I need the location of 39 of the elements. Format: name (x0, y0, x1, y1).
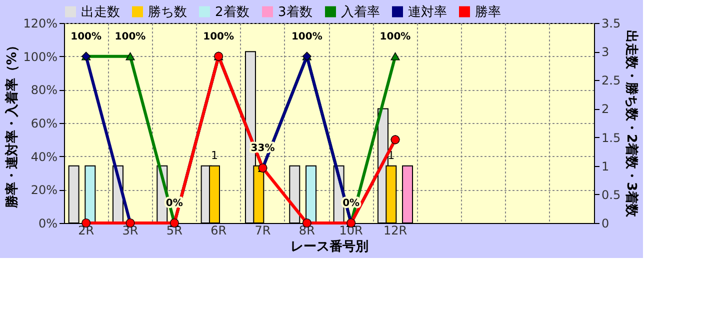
x-tick-label: 8R (298, 224, 315, 238)
x-tick-label: 2R (78, 224, 94, 238)
y-tick-label: 0% (38, 216, 58, 230)
data-label: 1 (210, 148, 218, 162)
y2-tick-label: 2 (602, 102, 610, 116)
y2-tick-label: 0.5 (602, 188, 621, 202)
y2-tick-label: 0 (602, 216, 610, 230)
x-axis-title: レース番号別 (290, 238, 368, 254)
x-tick-label: 7R (254, 224, 271, 238)
data-label: 100% (114, 31, 146, 42)
y2-tick-label: 2.5 (602, 74, 621, 88)
legend-label: 3着数 (278, 4, 312, 20)
data-label: 100% (380, 31, 411, 42)
y-tick-label: 60% (30, 116, 58, 130)
legend-label: 2着数 (215, 4, 250, 20)
y-tick-label: 100% (23, 50, 58, 64)
y2-tick-label: 3 (602, 45, 610, 60)
legend-label: 勝ち数 (148, 4, 187, 20)
point (390, 52, 400, 60)
y2-tick-label: 3.5 (602, 16, 621, 30)
legend-label: 入着率 (341, 4, 380, 20)
y-tick-label: 20% (30, 183, 58, 198)
y-tick-label: 40% (30, 150, 58, 164)
data-label: 100% (203, 31, 234, 42)
x-tick-label: 12R (383, 224, 408, 238)
data-label: 100% (70, 31, 102, 42)
y2-tick-label: 1 (602, 159, 610, 174)
y-tick-label: 120% (23, 16, 58, 30)
y2-axis-title: 出走数・勝ち数・2着数・3着数 (624, 30, 640, 218)
legend-label: 勝率 (475, 4, 501, 20)
y2-tick-label: 1.5 (602, 130, 621, 145)
y-axis-title: 勝率・連対率・入着率（%） (4, 38, 20, 210)
point (126, 52, 135, 60)
legend-label: 出走数 (81, 4, 120, 20)
x-tick-label: 6R (210, 224, 227, 238)
x-tick-label: 3R (122, 224, 138, 238)
data-label: 100% (291, 31, 322, 42)
legend-label: 連対率 (408, 4, 447, 20)
y-tick-label: 80% (30, 83, 58, 98)
